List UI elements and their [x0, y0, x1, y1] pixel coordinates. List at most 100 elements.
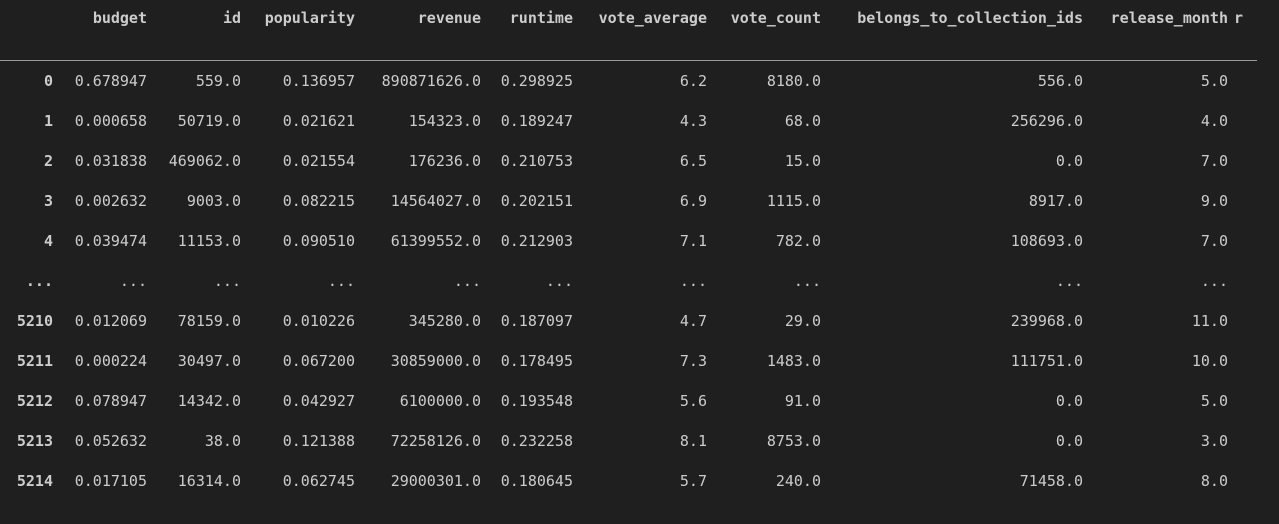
cell-budget: 0.039474: [74, 232, 147, 250]
cell-truncated: [1231, 61, 1257, 102]
table-row: 3 0.002632 9003.0 0.082215 14564027.0 0.20215…: [0, 181, 1257, 221]
row-index: 5210: [16, 312, 53, 330]
cell-truncated: [1231, 341, 1257, 381]
cell-vote-count: 240.0: [775, 472, 821, 490]
cell-revenue: 176236.0: [408, 152, 481, 170]
cell-vote-count: 15.0: [784, 152, 821, 170]
cell-vote-average: 5.7: [679, 472, 707, 490]
cell-truncated: [1231, 461, 1257, 501]
cell-budget: 0.002632: [74, 192, 147, 210]
cell-runtime: 0.178495: [500, 352, 573, 370]
cell-runtime: ...: [545, 272, 573, 290]
cell-truncated: [1231, 421, 1257, 461]
cell-id: 30497.0: [177, 352, 241, 370]
row-index: 1: [43, 112, 53, 130]
cell-popularity: 0.090510: [282, 232, 355, 250]
cell-revenue: ...: [453, 272, 481, 290]
cell-vote-average: 5.6: [679, 392, 707, 410]
cell-budget: 0.017105: [74, 472, 147, 490]
row-index: 5214: [16, 472, 53, 490]
cell-budget: 0.012069: [74, 312, 147, 330]
cell-runtime: 0.189247: [500, 112, 573, 130]
cell-truncated: [1231, 101, 1257, 141]
cell-vote-average: 4.3: [679, 112, 707, 130]
header-divider: [0, 36, 1257, 61]
cell-revenue: 890871626.0: [381, 72, 481, 90]
column-header-revenue: revenue: [417, 9, 481, 27]
cell-release-month: 4.0: [1200, 112, 1228, 130]
cell-belongs-to-collection-ids: 111751.0: [1010, 352, 1083, 370]
cell-belongs-to-collection-ids: 256296.0: [1010, 112, 1083, 130]
cell-release-month: 9.0: [1200, 192, 1228, 210]
column-header-vote-count: vote_count: [730, 9, 821, 27]
index-header: [0, 0, 56, 36]
column-header-budget: budget: [92, 9, 147, 27]
cell-revenue: 14564027.0: [390, 192, 481, 210]
cell-truncated: [1231, 381, 1257, 421]
table-row: ..............................: [0, 261, 1257, 301]
column-header-vote-average: vote_average: [598, 9, 707, 27]
cell-popularity: 0.021554: [282, 152, 355, 170]
cell-revenue: 29000301.0: [390, 472, 481, 490]
cell-id: 50719.0: [177, 112, 241, 130]
table-row: 5212 0.078947 14342.0 0.042927 6100000.0 0.19…: [0, 381, 1257, 421]
dataframe-table: budget id popularity revenue runtime vot…: [0, 0, 1257, 502]
cell-runtime: 0.180645: [500, 472, 573, 490]
table-body: 0 0.678947 559.0 0.136957 890871626.0 0.29892…: [0, 61, 1257, 502]
cell-popularity: 0.042927: [282, 392, 355, 410]
cell-budget: 0.052632: [74, 432, 147, 450]
cell-id: 16314.0: [177, 472, 241, 490]
cell-vote-count: 91.0: [784, 392, 821, 410]
cell-belongs-to-collection-ids: 239968.0: [1010, 312, 1083, 330]
cell-release-month: 5.0: [1200, 72, 1228, 90]
cell-budget: 0.031838: [74, 152, 147, 170]
cell-id: 11153.0: [177, 232, 241, 250]
column-header-release-month: release_month: [1110, 9, 1228, 27]
cell-release-month: 8.0: [1200, 472, 1228, 490]
cell-belongs-to-collection-ids: ...: [1055, 272, 1083, 290]
table-row: 4 0.039474 11153.0 0.090510 61399552.0 0.2129…: [0, 221, 1257, 261]
row-index: 5211: [16, 352, 53, 370]
cell-belongs-to-collection-ids: 556.0: [1037, 72, 1083, 90]
cell-budget: 0.000658: [74, 112, 147, 130]
table-row: 2 0.031838 469062.0 0.021554 176236.0 0.21075…: [0, 141, 1257, 181]
cell-revenue: 6100000.0: [399, 392, 481, 410]
cell-runtime: 0.193548: [500, 392, 573, 410]
cell-truncated: [1231, 181, 1257, 221]
cell-truncated: [1231, 141, 1257, 181]
cell-popularity: 0.062745: [282, 472, 355, 490]
table-row: 1 0.000658 50719.0 0.021621 154323.0 0.189247…: [0, 101, 1257, 141]
cell-vote-average: 4.7: [679, 312, 707, 330]
cell-id: 78159.0: [177, 312, 241, 330]
cell-vote-count: 8753.0: [766, 432, 821, 450]
header-row: budget id popularity revenue runtime vot…: [0, 0, 1257, 36]
row-index: 3: [43, 192, 53, 210]
cell-runtime: 0.187097: [500, 312, 573, 330]
cell-vote-average: 6.9: [679, 192, 707, 210]
cell-vote-average: 6.2: [679, 72, 707, 90]
cell-vote-count: 782.0: [775, 232, 821, 250]
cell-popularity: 0.136957: [282, 72, 355, 90]
cell-id: ...: [213, 272, 241, 290]
cell-truncated: [1231, 221, 1257, 261]
cell-release-month: 3.0: [1200, 432, 1228, 450]
row-index: 2: [43, 152, 53, 170]
cell-id: 14342.0: [177, 392, 241, 410]
row-index: 5212: [16, 392, 53, 410]
column-header-truncated: r: [1234, 9, 1244, 27]
cell-vote-count: 8180.0: [766, 72, 821, 90]
cell-runtime: 0.202151: [500, 192, 573, 210]
column-header-runtime: runtime: [509, 9, 573, 27]
column-header-popularity: popularity: [264, 9, 355, 27]
table-row: 5213 0.052632 38.0 0.121388 72258126.0 0.2322…: [0, 421, 1257, 461]
cell-popularity: ...: [327, 272, 355, 290]
table-row: 0 0.678947 559.0 0.136957 890871626.0 0.29892…: [0, 61, 1257, 102]
cell-runtime: 0.210753: [500, 152, 573, 170]
cell-id: 559.0: [195, 72, 241, 90]
cell-vote-average: 7.3: [679, 352, 707, 370]
cell-belongs-to-collection-ids: 71458.0: [1019, 472, 1083, 490]
row-index: 0: [43, 72, 53, 90]
cell-belongs-to-collection-ids: 0.0: [1055, 432, 1083, 450]
cell-vote-average: 8.1: [679, 432, 707, 450]
